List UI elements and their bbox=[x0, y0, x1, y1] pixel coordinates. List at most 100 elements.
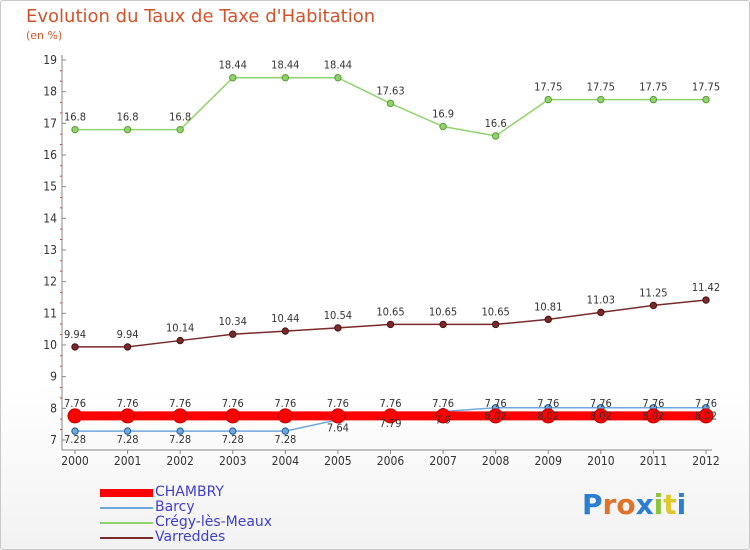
data-label: 7.76 bbox=[642, 397, 664, 410]
legend-swatch-barcy bbox=[100, 507, 153, 509]
data-label: 10.34 bbox=[219, 315, 247, 328]
data-label: 8.02 bbox=[537, 410, 559, 423]
data-label: 7.76 bbox=[485, 397, 507, 410]
data-point bbox=[698, 408, 714, 424]
data-label: 7.76 bbox=[274, 397, 296, 410]
x-tick-label: 2001 bbox=[114, 454, 141, 468]
data-point bbox=[439, 320, 447, 329]
legend-label-varreddes: Varreddes bbox=[155, 529, 226, 545]
legend-swatch-varreddes bbox=[100, 537, 153, 539]
data-label: 7.76 bbox=[64, 397, 86, 410]
data-point bbox=[491, 132, 500, 140]
x-tick-label: 2004 bbox=[272, 454, 300, 468]
legend-label-barcy: Barcy bbox=[155, 499, 195, 515]
data-label: 18.44 bbox=[271, 59, 299, 72]
x-tick-label: 2012 bbox=[692, 454, 719, 468]
x-tick-label: 2005 bbox=[324, 454, 351, 468]
data-point bbox=[176, 336, 184, 345]
x-tick-label: 2003 bbox=[219, 454, 246, 468]
data-point bbox=[176, 427, 184, 435]
data-point bbox=[229, 427, 237, 435]
y-tick-label: 7 bbox=[50, 433, 57, 447]
data-point bbox=[123, 343, 132, 351]
data-label: 10.44 bbox=[271, 312, 299, 325]
data-point bbox=[277, 408, 293, 424]
data-label: 16.9 bbox=[432, 108, 454, 121]
data-point bbox=[334, 324, 342, 332]
data-point bbox=[649, 95, 658, 104]
data-point bbox=[334, 74, 342, 82]
data-point bbox=[330, 408, 346, 424]
data-label: 7.64 bbox=[327, 422, 349, 435]
data-label: 7.9 bbox=[435, 414, 451, 427]
data-point bbox=[435, 408, 451, 424]
data-point bbox=[439, 122, 447, 131]
legend-label-chambry: CHAMBRY bbox=[155, 484, 224, 500]
data-point bbox=[597, 95, 605, 104]
data-label: 7.76 bbox=[537, 397, 559, 410]
data-label: 8.02 bbox=[590, 410, 612, 423]
data-label: 8.02 bbox=[695, 410, 717, 423]
data-point bbox=[281, 327, 290, 335]
y-tick-label: 17 bbox=[43, 116, 57, 130]
data-label: 7.28 bbox=[64, 433, 86, 446]
data-point bbox=[702, 95, 710, 104]
data-point bbox=[67, 408, 83, 424]
chart-subtitle: (en %) bbox=[26, 29, 63, 42]
y-tick-label: 14 bbox=[43, 211, 57, 225]
data-point bbox=[229, 330, 237, 338]
data-label: 10.65 bbox=[482, 305, 510, 318]
x-tick-label: 2011 bbox=[640, 454, 667, 468]
data-point bbox=[71, 125, 79, 134]
data-label: 16.6 bbox=[485, 117, 507, 130]
y-tick-label: 19 bbox=[43, 53, 57, 67]
data-label: 17.75 bbox=[639, 81, 667, 94]
data-point bbox=[544, 315, 552, 324]
data-label: 18.44 bbox=[219, 59, 247, 72]
logo-letter: o bbox=[616, 488, 636, 521]
data-label: 7.76 bbox=[695, 397, 717, 410]
data-label: 8.02 bbox=[485, 410, 507, 423]
data-point bbox=[491, 320, 500, 329]
data-point bbox=[281, 427, 290, 435]
data-point bbox=[176, 125, 184, 134]
x-tick-label: 2008 bbox=[482, 454, 510, 468]
data-point bbox=[123, 125, 132, 134]
legend-label-cregy: Crégy-lès-Meaux bbox=[155, 514, 273, 530]
data-point bbox=[281, 74, 290, 82]
data-label: 7.76 bbox=[379, 397, 401, 410]
data-label: 7.28 bbox=[222, 433, 244, 446]
data-label: 7.76 bbox=[327, 397, 349, 410]
data-label: 7.79 bbox=[379, 417, 401, 430]
y-tick-label: 10 bbox=[43, 338, 57, 352]
data-label: 10.54 bbox=[324, 309, 352, 322]
data-label: 9.94 bbox=[64, 328, 86, 341]
data-label: 16.8 bbox=[169, 111, 191, 124]
logo-letter: i bbox=[676, 488, 687, 521]
logo-letter: x bbox=[635, 488, 654, 521]
data-label: 17.75 bbox=[587, 81, 615, 94]
data-point bbox=[123, 427, 132, 435]
data-point bbox=[71, 343, 79, 351]
y-tick-label: 11 bbox=[43, 306, 57, 320]
x-tick-label: 2009 bbox=[535, 454, 563, 468]
data-label: 7.76 bbox=[590, 397, 612, 410]
data-label: 10.81 bbox=[534, 300, 562, 313]
data-label: 7.76 bbox=[432, 397, 454, 410]
data-label: 7.28 bbox=[169, 433, 191, 446]
data-label: 7.28 bbox=[117, 433, 139, 446]
data-point bbox=[383, 408, 398, 424]
chart-title: Evolution du Taux de Taxe d'Habitation bbox=[26, 6, 376, 27]
data-point bbox=[386, 320, 395, 329]
logo-letter: t bbox=[663, 488, 677, 521]
x-tick-label: 2010 bbox=[587, 454, 615, 468]
data-point bbox=[386, 99, 395, 108]
data-label: 7.28 bbox=[274, 433, 296, 446]
data-point bbox=[172, 408, 188, 424]
data-label: 7.76 bbox=[169, 397, 191, 410]
data-point bbox=[488, 408, 504, 424]
data-label: 10.14 bbox=[166, 322, 194, 335]
y-tick-label: 16 bbox=[43, 148, 57, 162]
